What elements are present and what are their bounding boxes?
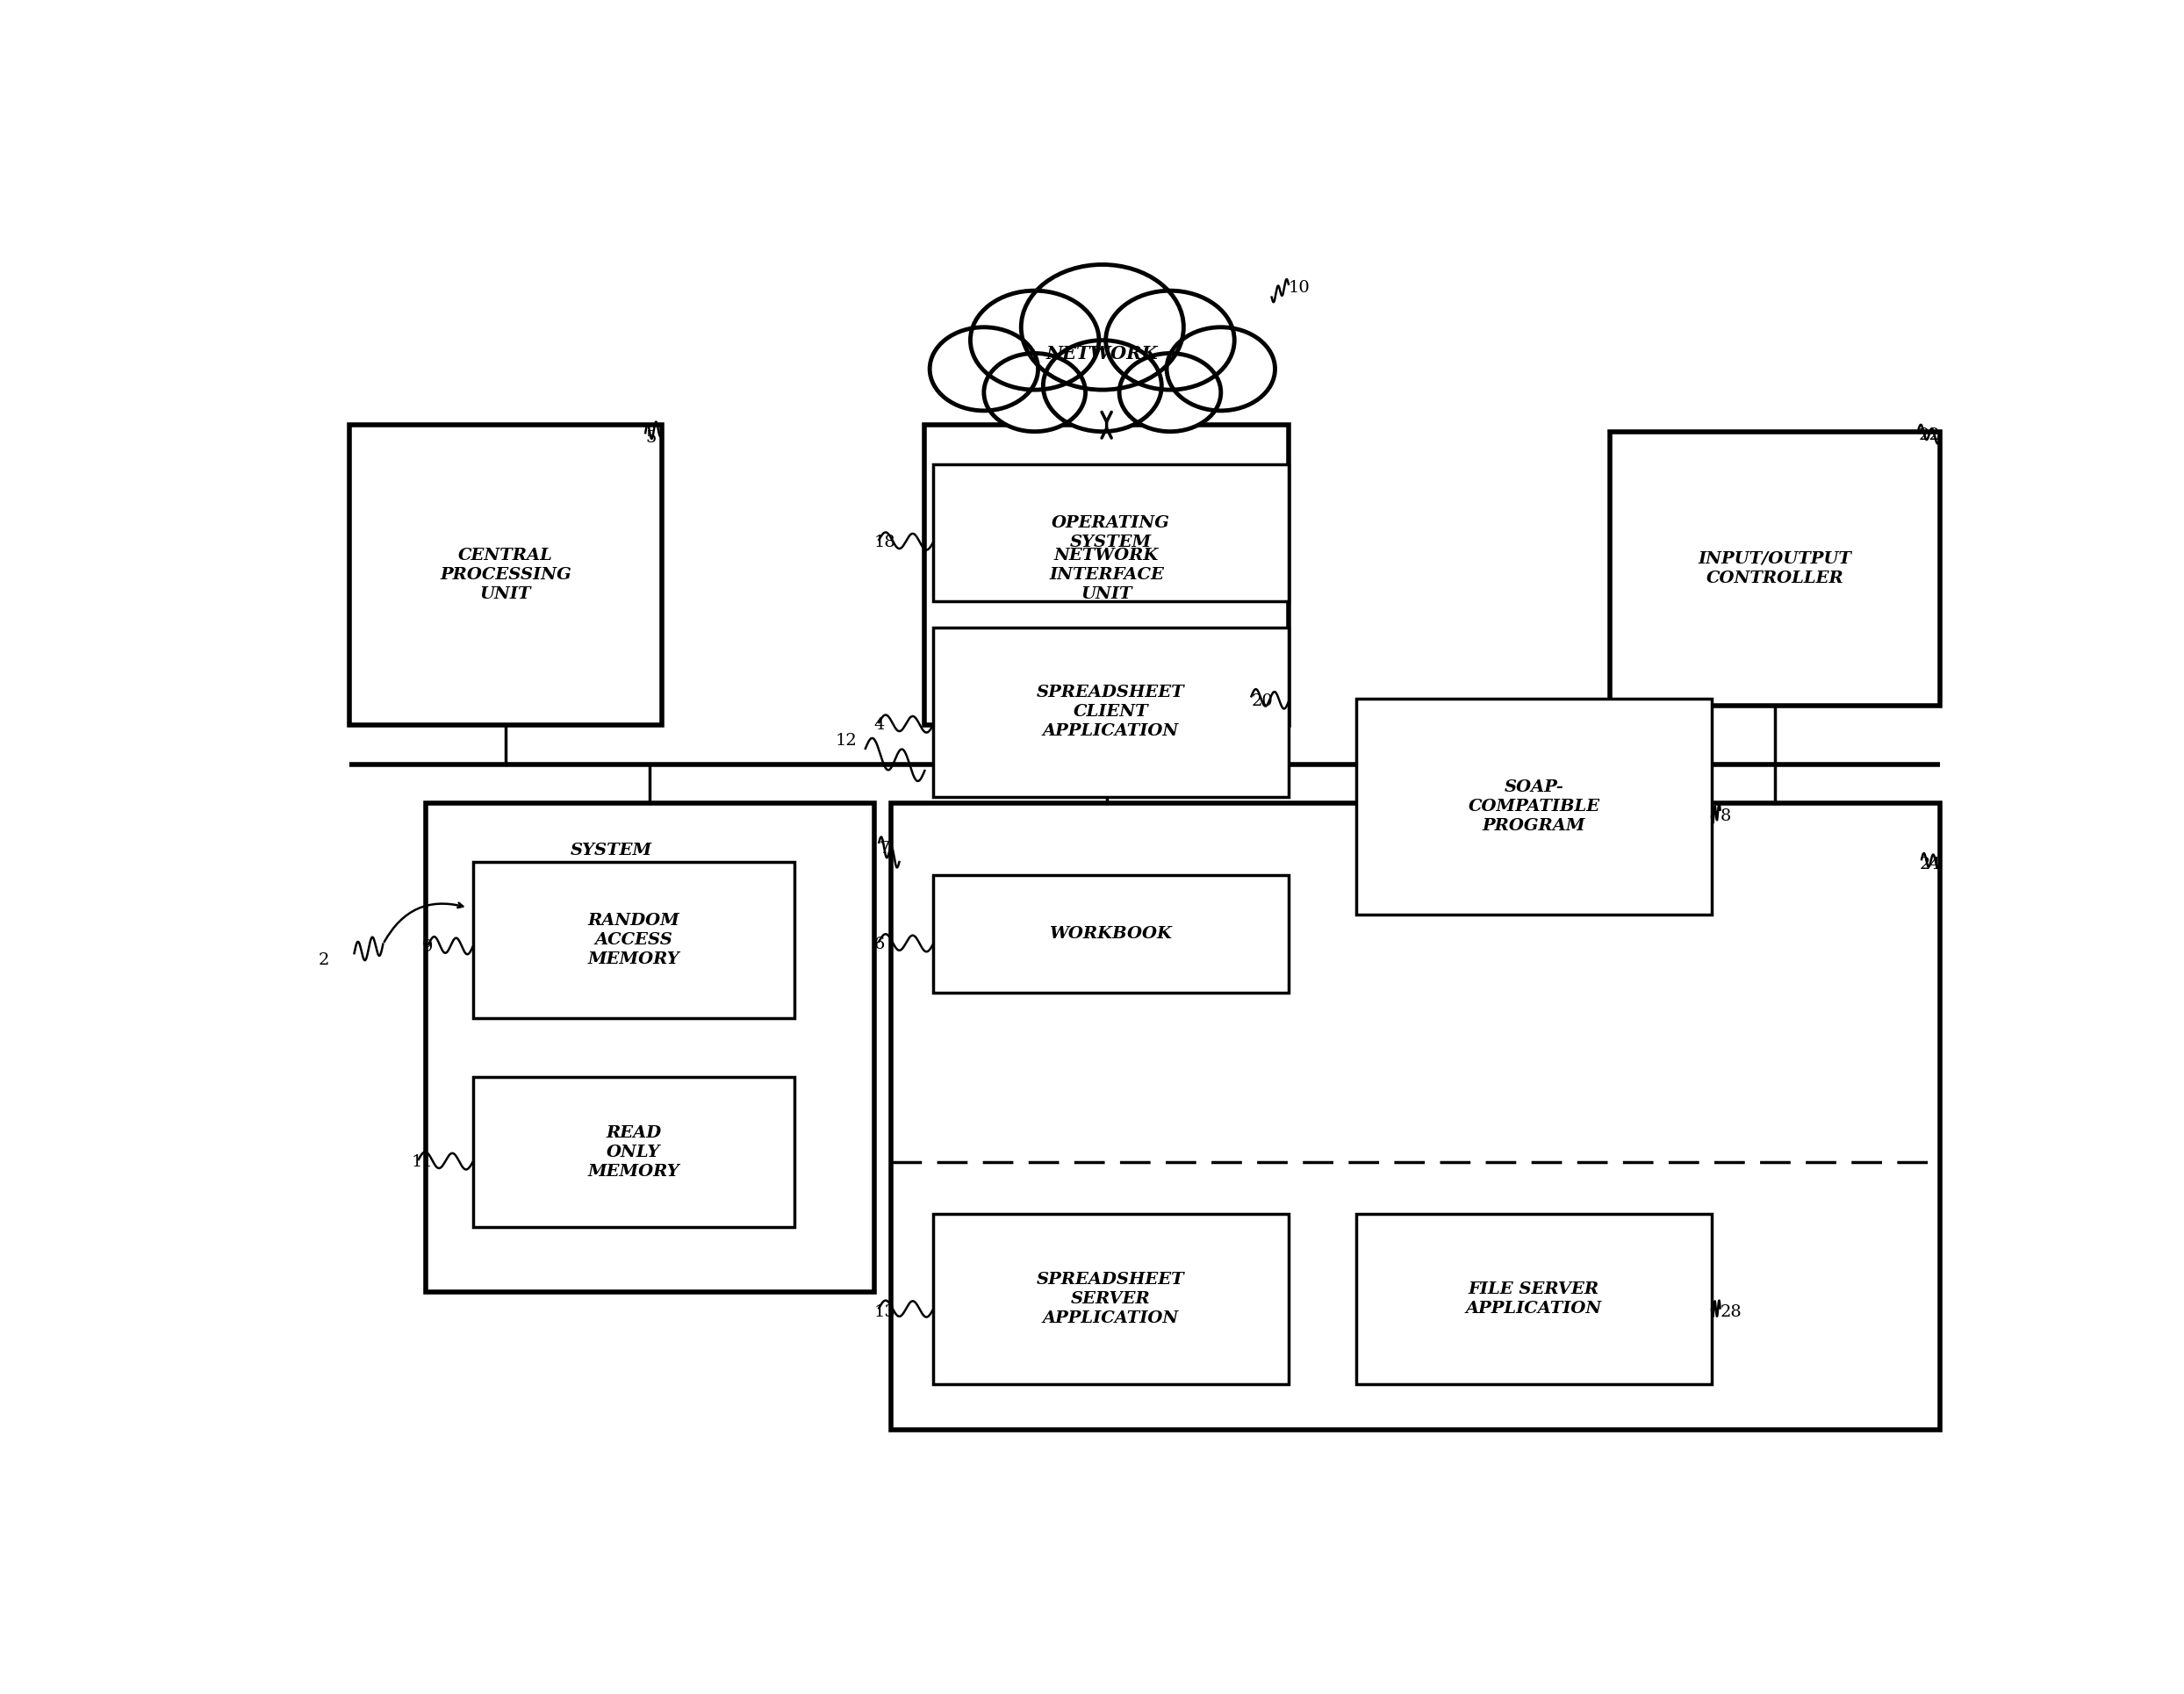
Circle shape: [1022, 264, 1184, 390]
Bar: [933, 1215, 1289, 1384]
Text: 12: 12: [834, 734, 856, 749]
Text: 8: 8: [1721, 808, 1732, 825]
Text: 11: 11: [413, 1154, 432, 1171]
Circle shape: [1120, 354, 1221, 432]
Text: 2: 2: [319, 952, 330, 967]
Circle shape: [1105, 291, 1234, 390]
Text: SOAP-
COMPATIBLE
PROGRAM: SOAP- COMPATIBLE PROGRAM: [1468, 779, 1601, 833]
Bar: [1610, 432, 1939, 705]
Text: 28: 28: [1721, 1304, 1743, 1320]
Text: 9: 9: [422, 938, 432, 955]
Circle shape: [1044, 340, 1162, 432]
Text: SYSTEM
MEMORY: SYSTEM MEMORY: [566, 842, 657, 877]
Text: CENTRAL
PROCESSING
UNIT: CENTRAL PROCESSING UNIT: [439, 547, 572, 603]
Text: 13: 13: [874, 1304, 895, 1320]
Bar: [924, 425, 1289, 725]
Text: READ
ONLY
MEMORY: READ ONLY MEMORY: [587, 1125, 679, 1179]
Text: SPREADSHEET
SERVER
APPLICATION: SPREADSHEET SERVER APPLICATION: [1037, 1272, 1186, 1326]
Circle shape: [930, 327, 1037, 410]
Text: 4: 4: [874, 717, 885, 734]
Bar: [1356, 700, 1712, 915]
Bar: [933, 464, 1289, 601]
Text: 18: 18: [874, 535, 895, 551]
Text: WORKBOOK: WORKBOOK: [1048, 927, 1173, 942]
Bar: [933, 876, 1289, 993]
Text: 6: 6: [874, 937, 885, 952]
Text: 20: 20: [1251, 693, 1273, 710]
Bar: [472, 1077, 795, 1226]
Text: RANDOM
ACCESS
MEMORY: RANDOM ACCESS MEMORY: [587, 913, 679, 967]
Text: SPREADSHEET
CLIENT
APPLICATION: SPREADSHEET CLIENT APPLICATION: [1037, 684, 1186, 739]
Bar: [933, 627, 1289, 796]
Bar: [1356, 1215, 1712, 1384]
Text: 10: 10: [1289, 280, 1310, 296]
Bar: [426, 803, 874, 1293]
Text: 24: 24: [1920, 857, 1942, 872]
Circle shape: [1166, 327, 1275, 410]
Bar: [472, 862, 795, 1018]
Text: FILE SERVER
APPLICATION: FILE SERVER APPLICATION: [1465, 1281, 1603, 1316]
Bar: [349, 425, 662, 725]
Text: 7: 7: [878, 840, 889, 857]
Bar: [891, 803, 1939, 1430]
Circle shape: [983, 354, 1085, 432]
Text: INPUT/OUTPUT
CONTROLLER: INPUT/OUTPUT CONTROLLER: [1699, 551, 1852, 586]
Text: OPERATING
SYSTEM: OPERATING SYSTEM: [1053, 515, 1171, 551]
Text: NETWORK: NETWORK: [1046, 344, 1158, 363]
Text: MASS STORAGE
DEVICE: MASS STORAGE DEVICE: [1413, 869, 1570, 905]
Text: 22: 22: [1918, 427, 1939, 444]
Text: 5: 5: [646, 430, 655, 446]
Text: NETWORK
INTERFACE
UNIT: NETWORK INTERFACE UNIT: [1048, 547, 1164, 603]
Circle shape: [970, 291, 1099, 390]
